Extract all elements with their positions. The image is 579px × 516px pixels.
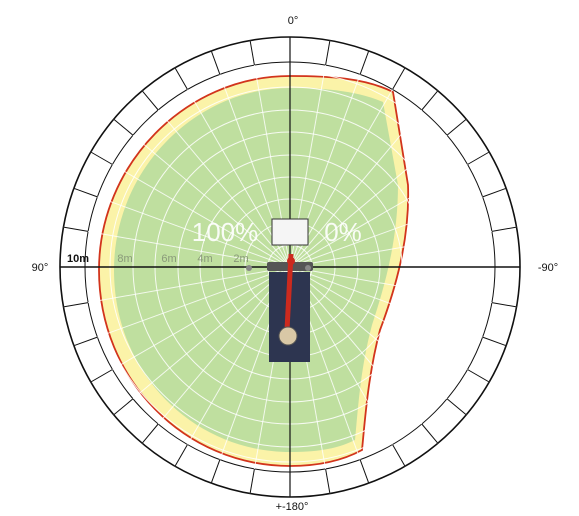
angle-spoke-outer: [174, 444, 188, 467]
machine-cab: [271, 218, 309, 246]
angle-spoke-outer: [491, 302, 517, 308]
angle-spoke-outer: [249, 40, 255, 66]
angle-spoke: [141, 90, 291, 268]
angle-spoke: [289, 151, 490, 268]
outrigger-left: [246, 265, 252, 271]
angle-spoke-outer: [249, 468, 255, 494]
angle-spoke: [174, 67, 291, 268]
angle-spoke-outer: [113, 118, 134, 136]
angle-spoke: [289, 67, 406, 268]
angle-spoke-outer: [482, 336, 507, 347]
angle-spoke: [63, 226, 291, 268]
angle-spoke-outer: [421, 90, 439, 111]
angle-spoke-outer: [90, 151, 113, 165]
angle-spoke-outer: [421, 423, 439, 444]
angle-spoke-outer: [63, 226, 89, 232]
angle-spoke-outer: [90, 369, 113, 383]
angle-spoke: [141, 266, 291, 444]
radius-label-8m: 8m: [117, 253, 132, 265]
angle-spoke-outer: [210, 459, 221, 484]
angle-spoke-outer: [467, 369, 490, 383]
angle-spoke-outer: [446, 118, 467, 136]
angle-spoke: [73, 187, 291, 268]
angle-spoke-outer: [210, 50, 221, 75]
percent-label-100: 100%: [192, 217, 259, 247]
outrigger-right: [305, 265, 311, 271]
angle-spoke-outer: [73, 187, 98, 198]
radius-label-2m: 2m: [233, 253, 248, 265]
angle-label-bottom: +-180°: [276, 501, 309, 513]
angle-spoke: [289, 266, 517, 308]
angle-spoke-outer: [359, 50, 370, 75]
angle-spoke-outer: [392, 444, 406, 467]
angle-spoke: [289, 187, 507, 268]
angle-label-left: 90°: [32, 262, 49, 274]
angle-spoke-outer: [392, 67, 406, 90]
angle-spoke-outer: [174, 67, 188, 90]
angle-spoke-outer: [141, 423, 159, 444]
angle-spoke-outer: [113, 398, 134, 416]
angle-spoke-outer: [467, 151, 490, 165]
radius-label-10m: 10m: [67, 253, 89, 265]
angle-spoke-outer: [446, 398, 467, 416]
percent-label-0: 0%: [324, 217, 362, 247]
machine-illustration: [246, 218, 313, 362]
angle-spoke: [73, 266, 291, 347]
angle-spoke: [90, 151, 291, 268]
angle-spoke: [289, 266, 490, 383]
angle-spoke: [289, 226, 517, 268]
angle-spoke: [289, 266, 467, 416]
angle-spoke-outer: [491, 226, 517, 232]
radius-label-4m: 4m: [197, 253, 212, 265]
angle-spoke: [63, 266, 291, 308]
bucket: [278, 326, 298, 346]
angle-spoke: [90, 266, 291, 383]
angle-spoke: [289, 118, 467, 268]
angle-spoke-outer: [482, 187, 507, 198]
radius-label-6m: 6m: [161, 253, 176, 265]
angle-spoke: [289, 266, 439, 444]
pivot-point: [287, 257, 295, 265]
angle-spoke-outer: [325, 468, 331, 494]
angle-spoke-outer: [73, 336, 98, 347]
angle-spoke: [289, 266, 507, 347]
angle-spoke: [289, 90, 439, 268]
angle-label-top: 0°: [288, 15, 299, 27]
angle-spoke-outer: [359, 459, 370, 484]
angle-spoke-outer: [141, 90, 159, 111]
angle-spoke: [113, 266, 291, 416]
angle-spoke-outer: [325, 40, 331, 66]
angle-spoke-outer: [63, 302, 89, 308]
angle-spoke: [113, 118, 291, 268]
boom-arm: [284, 253, 294, 331]
angle-label-right: -90°: [538, 262, 558, 274]
